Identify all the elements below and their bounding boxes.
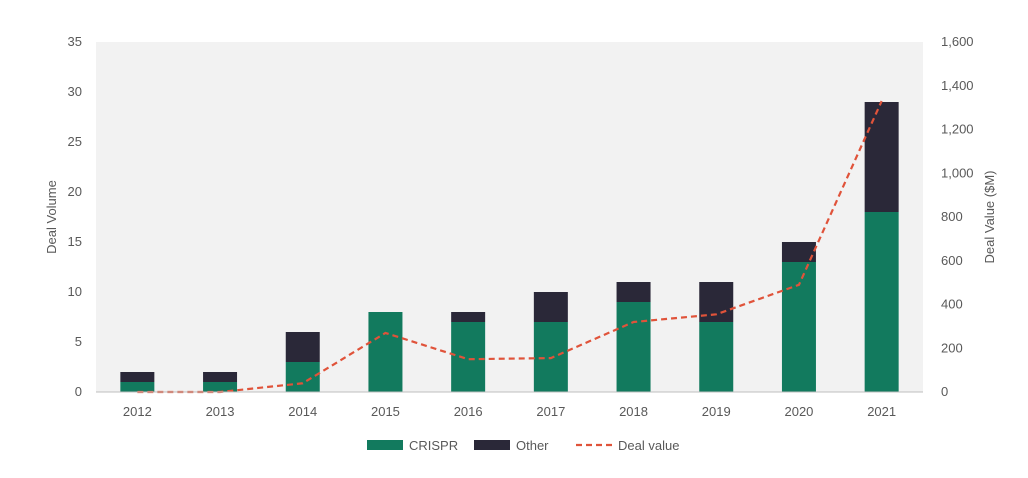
- left-tick-label-25: 25: [68, 134, 82, 149]
- bar-other-2014: [285, 332, 320, 362]
- bar-crispr-2014: [285, 362, 320, 392]
- bar-other-2020: [781, 242, 816, 262]
- right-tick-label-1400: 1,400: [941, 78, 974, 93]
- right-tick-label-800: 800: [941, 209, 963, 224]
- right-tick-label-1000: 1,000: [941, 165, 974, 180]
- x-tick-label-2017: 2017: [536, 404, 565, 419]
- legend-swatch-crispr: [367, 440, 403, 450]
- bar-crispr-2018: [616, 302, 651, 392]
- x-axis-ticks: 2012 2013 2014 2015 2016 2017 2018 2019 2020 2021: [123, 404, 896, 419]
- bar-crispr-2013: [203, 382, 238, 392]
- right-tick-label-600: 600: [941, 253, 963, 268]
- right-tick-label-1600: 1,600: [941, 34, 974, 49]
- x-tick-label-2016: 2016: [454, 404, 483, 419]
- x-tick-label-2012: 2012: [123, 404, 152, 419]
- legend-swatch-other: [474, 440, 510, 450]
- right-tick-label-400: 400: [941, 297, 963, 312]
- left-tick-label-20: 20: [68, 184, 82, 199]
- x-tick-label-2015: 2015: [371, 404, 400, 419]
- deal-value-line-group: [137, 100, 883, 394]
- left-tick-label-30: 30: [68, 84, 82, 99]
- right-tick-label-1200: 1,200: [941, 122, 974, 137]
- legend: CRISPR Other Deal value: [367, 438, 679, 453]
- bar-other-2012: [120, 372, 155, 382]
- left-axis-ticks: 0 5 10 15 20 25 30 35: [68, 34, 82, 399]
- x-tick-label-2018: 2018: [619, 404, 648, 419]
- left-tick-label-10: 10: [68, 284, 82, 299]
- left-axis-title: Deal Volume: [44, 180, 59, 254]
- x-tick-label-2021: 2021: [867, 404, 896, 419]
- bar-crispr-2019: [699, 322, 734, 392]
- x-tick-label-2019: 2019: [702, 404, 731, 419]
- left-tick-label-5: 5: [75, 334, 82, 349]
- bar-other-2013: [203, 372, 238, 382]
- bar-other-2016: [451, 312, 486, 322]
- legend-label-crispr: CRISPR: [409, 438, 458, 453]
- legend-label-deal-value: Deal value: [618, 438, 679, 453]
- right-tick-label-0: 0: [941, 384, 948, 399]
- left-tick-label-0: 0: [75, 384, 82, 399]
- left-tick-label-15: 15: [68, 234, 82, 249]
- bar-crispr-2020: [781, 262, 816, 392]
- right-axis-title: Deal Value ($M): [982, 171, 997, 264]
- right-tick-label-200: 200: [941, 340, 963, 355]
- legend-label-other: Other: [516, 438, 549, 453]
- right-axis-ticks: 0 200 400 600 800 1,000 1,200 1,400 1,600: [941, 34, 974, 399]
- x-tick-label-2014: 2014: [288, 404, 317, 419]
- bar-other-2021: [864, 102, 899, 212]
- deal-value-line: [137, 100, 883, 394]
- bars-group: [120, 102, 899, 392]
- bar-other-2018: [616, 282, 651, 302]
- bar-crispr-2015: [368, 312, 403, 392]
- x-tick-label-2013: 2013: [206, 404, 235, 419]
- bar-other-2017: [533, 292, 568, 322]
- bar-crispr-2012: [120, 382, 155, 392]
- x-tick-label-2020: 2020: [784, 404, 813, 419]
- bar-crispr-2021: [864, 212, 899, 392]
- left-tick-label-35: 35: [68, 34, 82, 49]
- bar-crispr-2016: [451, 322, 486, 392]
